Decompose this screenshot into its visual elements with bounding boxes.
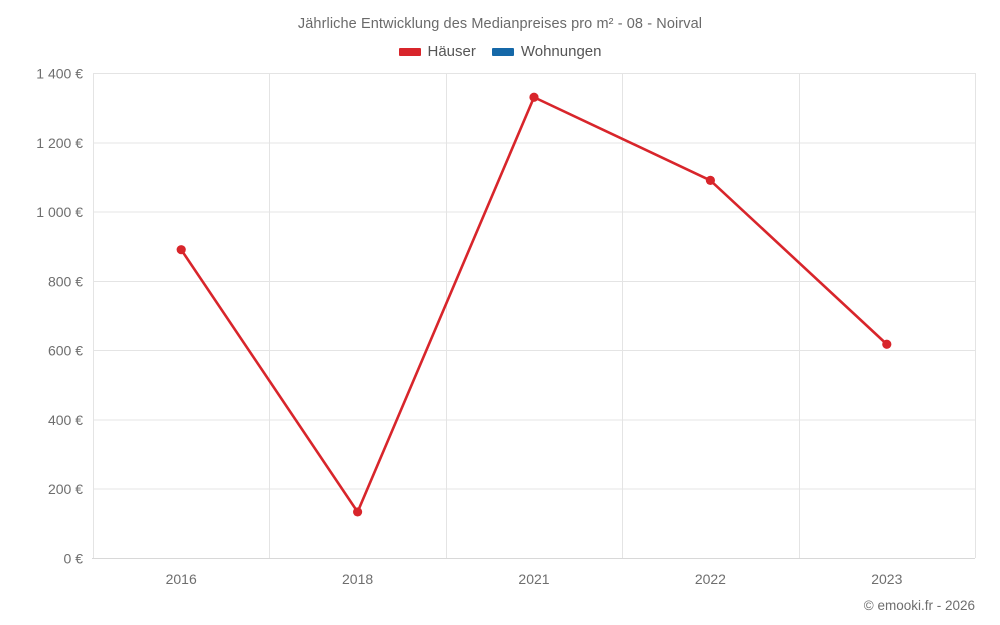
y-axis-tick-label: 1 400 € — [36, 66, 83, 82]
legend-item-wohnungen[interactable]: Wohnungen — [491, 43, 602, 60]
legend-label-hauser: Häuser — [427, 43, 476, 60]
legend-swatch-wohnungen — [491, 47, 514, 56]
legend-label-wohnungen: Wohnungen — [520, 43, 602, 60]
x-axis-tick-label: 2022 — [695, 571, 726, 587]
y-axis-tick-label: 1 000 € — [36, 204, 83, 220]
data-point-marker[interactable] — [353, 507, 363, 517]
x-axis-tick-label: 2023 — [871, 571, 902, 587]
y-axis-tick-label: 600 € — [48, 343, 83, 359]
x-axis-tick-label: 2016 — [166, 571, 197, 587]
y-axis-tick-label: 0 € — [64, 551, 84, 567]
copyright-credit: © emooki.fr - 2026 — [863, 598, 975, 613]
data-point-marker[interactable] — [176, 245, 186, 255]
legend-item-hauser[interactable]: Häuser — [398, 43, 476, 60]
y-axis-tick-label: 800 € — [48, 273, 83, 289]
data-point-marker[interactable] — [882, 339, 892, 349]
series-line-häuser — [179, 95, 889, 514]
chart-title: Jährliche Entwicklung des Medianpreises … — [297, 16, 703, 32]
y-axis-tick-label: 1 200 € — [36, 135, 83, 151]
data-point-marker[interactable] — [529, 92, 539, 102]
x-axis-tick-label: 2018 — [342, 571, 373, 587]
x-axis-tick-label: 2021 — [518, 571, 549, 587]
y-axis-tick-label: 200 € — [48, 481, 83, 497]
legend-swatch-hauser — [398, 47, 421, 56]
y-axis-tick-label: 400 € — [48, 412, 83, 428]
chart-legend: Häuser Wohnungen — [0, 44, 1000, 59]
data-point-marker[interactable] — [705, 175, 716, 185]
